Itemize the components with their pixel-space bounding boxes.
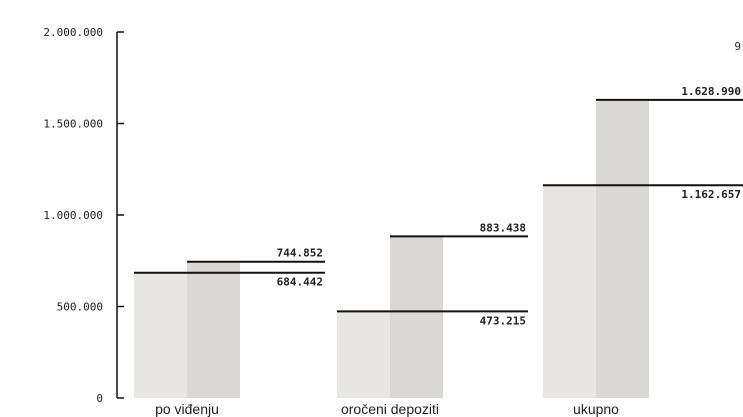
- bar: [390, 236, 443, 398]
- bar: [187, 261, 240, 398]
- data-label: 684.442: [277, 276, 323, 289]
- y-tick-label: 1.500.000: [43, 118, 103, 131]
- y-tick-label: 0: [96, 392, 103, 405]
- x-category-label: po viđenju: [155, 401, 219, 417]
- data-label: 744.852: [277, 247, 323, 260]
- bar: [596, 99, 649, 398]
- data-label: 883.438: [480, 221, 526, 234]
- data-label: 1.162.657: [681, 188, 741, 201]
- y-tick-label: 500.000: [57, 301, 103, 314]
- edge-label: 9: [734, 40, 741, 53]
- bars-layer: [134, 99, 649, 398]
- y-tick-label: 2.000.000: [43, 26, 103, 39]
- bar: [337, 311, 390, 398]
- bar: [134, 272, 187, 398]
- x-category-label: ukupno: [573, 401, 619, 417]
- bar: [543, 185, 596, 398]
- x-category-label: oročeni depoziti: [341, 401, 439, 417]
- data-label: 473.215: [480, 314, 526, 327]
- labels-layer: 684.442 744.852 po viđenju 473.215 883.438 or…: [134, 40, 743, 417]
- y-tick-label: 1.000.000: [43, 209, 103, 222]
- data-label: 1.628.990: [681, 85, 741, 98]
- y-axis: 0 500.000 1.000.000 1.500.000 2.000.000: [43, 26, 124, 405]
